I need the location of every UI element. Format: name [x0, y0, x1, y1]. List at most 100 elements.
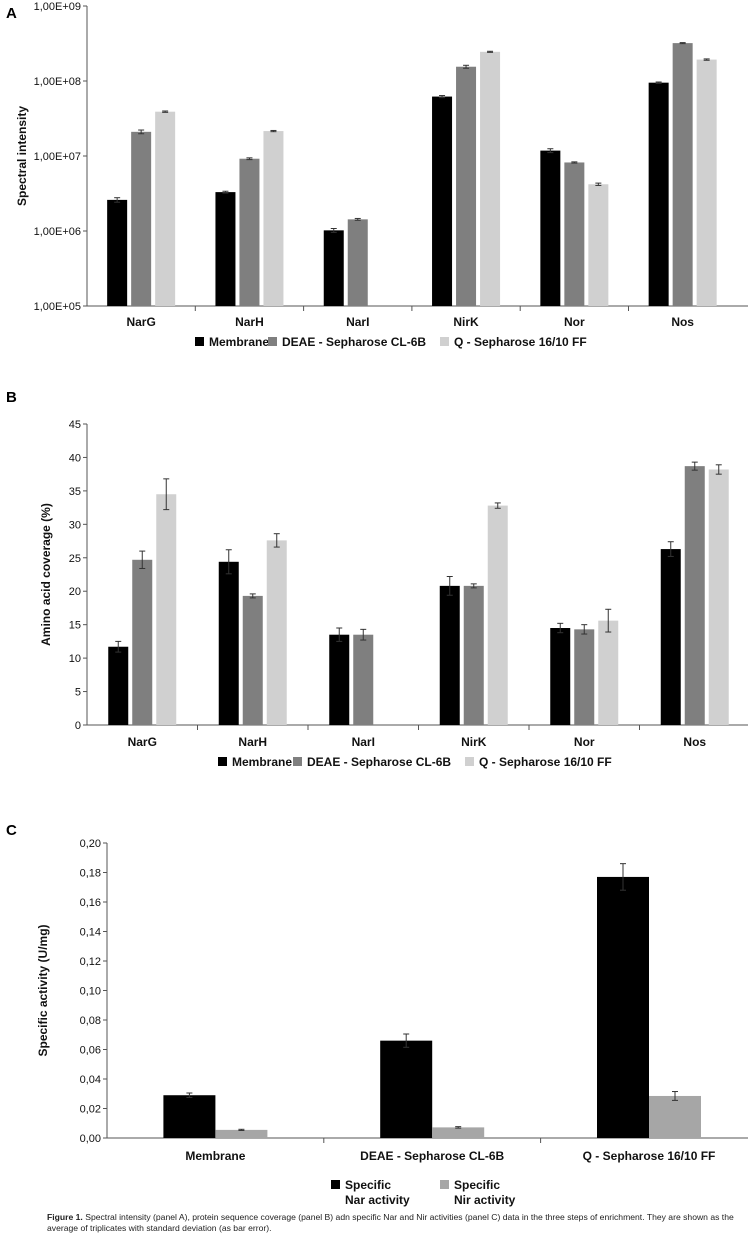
panel-a-bar	[215, 192, 236, 306]
panel-c-ytick-label: 0,10	[80, 986, 101, 998]
panel-a-bar	[564, 162, 585, 306]
panel-c-legend-label: Nar activity	[345, 1193, 410, 1207]
panel-b-category-label: NarI	[352, 735, 375, 749]
panel-b-bar	[598, 620, 619, 725]
panel-a-ytick-label: 1,00E+05	[34, 301, 81, 313]
panel-c-bar	[649, 1095, 701, 1138]
panel-b-legend-label: Q - Sepharose 16/10 FF	[479, 755, 612, 769]
panel-a-bar	[480, 51, 501, 306]
panel-b-ytick-label: 35	[69, 486, 81, 498]
figure-caption: Figure 1. Spectral intensity (panel A), …	[47, 1212, 752, 1234]
panel-c-bar	[163, 1095, 216, 1138]
panel-c-category-label: DEAE - Sepharose CL-6B	[360, 1149, 504, 1163]
panel-a-legend-swatch	[195, 337, 204, 346]
panel-a-legend-swatch	[268, 337, 277, 346]
panel-b-ytick-label: 40	[69, 452, 81, 464]
panel-c-legend-label: Specific	[345, 1178, 391, 1192]
panel-c-ytick-label: 0,16	[80, 897, 101, 909]
panel-c-ytick-label: 0,20	[80, 838, 101, 850]
panel-c-ytick-label: 0,04	[80, 1074, 101, 1086]
panel-a-ytick-label: 1,00E+08	[34, 76, 81, 88]
panel-b-letter: B	[6, 389, 17, 406]
panel-b-legend-swatch	[218, 757, 227, 766]
panel-b-category-label: Nor	[574, 735, 595, 749]
panel-b-category-label: NarH	[238, 735, 267, 749]
panel-a-legend-label: DEAE - Sepharose CL-6B	[282, 335, 426, 349]
panel-a-ytick-label: 1,00E+07	[34, 151, 81, 163]
panel-a-legend-swatch	[440, 337, 449, 346]
panel-b-bar	[353, 634, 374, 725]
panel-b-bar	[132, 559, 153, 725]
panel-a-bar	[672, 43, 693, 307]
panel-a-ytick-label: 1,00E+06	[34, 226, 81, 238]
panel-c-ytick-label: 0,06	[80, 1045, 101, 1057]
panel-b-bar	[574, 629, 595, 725]
panel-b-bar	[487, 505, 508, 725]
panel-a-category-label: NarI	[346, 315, 369, 329]
panel-a-bar	[239, 158, 260, 306]
panel-a-bar	[107, 199, 128, 306]
panel-a-legend-label: Membrane	[209, 335, 269, 349]
panel-b-ytick-label: 10	[69, 653, 81, 665]
panel-a-bar	[648, 82, 669, 306]
panel-b-ylabel: Amino acid coverage (%)	[39, 503, 53, 646]
panel-c-ytick-label: 0,00	[80, 1133, 101, 1145]
panel-a-bar	[540, 150, 561, 306]
panel-c-bar	[380, 1040, 433, 1138]
panel-b-ytick-label: 25	[69, 553, 81, 565]
panel-c-ytick-label: 0,02	[80, 1104, 101, 1116]
panel-a-ytick-label: 1,00E+09	[34, 1, 81, 13]
panel-a-category-label: Nos	[671, 315, 694, 329]
panel-b-bar	[218, 561, 239, 725]
panel-a-letter: A	[6, 5, 17, 22]
panel-b-bar	[266, 540, 287, 725]
caption-text: Spectral intensity (panel A), protein se…	[47, 1212, 734, 1233]
panel-c-letter: C	[6, 822, 17, 839]
panel-b-bar	[660, 549, 681, 725]
panel-b-ytick-label: 45	[69, 419, 81, 431]
panel-b-ytick-label: 15	[69, 620, 81, 632]
panel-c-category-label: Membrane	[185, 1149, 245, 1163]
panel-c-legend-swatch	[331, 1180, 340, 1189]
panel-c-category-label: Q - Sepharose 16/10 FF	[583, 1149, 716, 1163]
panel-a-bar	[131, 131, 152, 306]
panel-b-bar	[463, 585, 484, 725]
panel-c-legend-label: Specific	[454, 1178, 500, 1192]
panel-b-legend-label: Membrane	[232, 755, 292, 769]
panel-a-bar	[323, 230, 344, 306]
panel-a-category-label: NarG	[126, 315, 155, 329]
panel-b-ytick-label: 5	[75, 687, 81, 699]
panel-c-ylabel: Specific activity (U/mg)	[36, 924, 50, 1056]
panel-a-bar	[263, 131, 284, 306]
panel-c-bar	[215, 1129, 268, 1138]
panel-a-legend-label: Q - Sepharose 16/10 FF	[454, 335, 587, 349]
caption-label: Figure 1.	[47, 1212, 83, 1222]
panel-b-legend-swatch	[293, 757, 302, 766]
panel-c-legend-swatch	[440, 1180, 449, 1189]
panel-a-category-label: NirK	[453, 315, 479, 329]
panel-c-bar	[597, 876, 649, 1138]
panel-b-legend-swatch	[465, 757, 474, 766]
panel-b-category-label: Nos	[683, 735, 706, 749]
panel-a-bar	[347, 219, 368, 306]
panel-c-ytick-label: 0,08	[80, 1015, 101, 1027]
panel-c-ytick-label: 0,18	[80, 868, 101, 880]
panel-a-bar	[155, 111, 176, 306]
panel-c-bar	[432, 1127, 485, 1138]
panel-a-bar	[588, 184, 609, 306]
panel-a-category-label: NarH	[235, 315, 264, 329]
panel-b-bar	[708, 469, 729, 725]
panel-b-ytick-label: 30	[69, 519, 81, 531]
panel-c-ytick-label: 0,12	[80, 956, 101, 968]
panel-b-bar	[439, 585, 460, 725]
panel-b-bar	[684, 466, 705, 725]
figure-canvas: A 1,00E+05 1,00E+06 1,00E+07 1,00E+08 1,00E+0…	[6, 1, 748, 1207]
panel-b-category-label: NarG	[128, 735, 157, 749]
panel-b-legend-label: DEAE - Sepharose CL-6B	[307, 755, 451, 769]
panel-c-legend-label: Nir activity	[454, 1193, 516, 1207]
panel-b-bar	[156, 494, 177, 725]
panel-a-bar	[456, 66, 477, 306]
panel-b-ytick-label: 0	[75, 720, 81, 732]
panel-b-bar	[242, 595, 263, 725]
panel-a-bar	[432, 96, 453, 307]
